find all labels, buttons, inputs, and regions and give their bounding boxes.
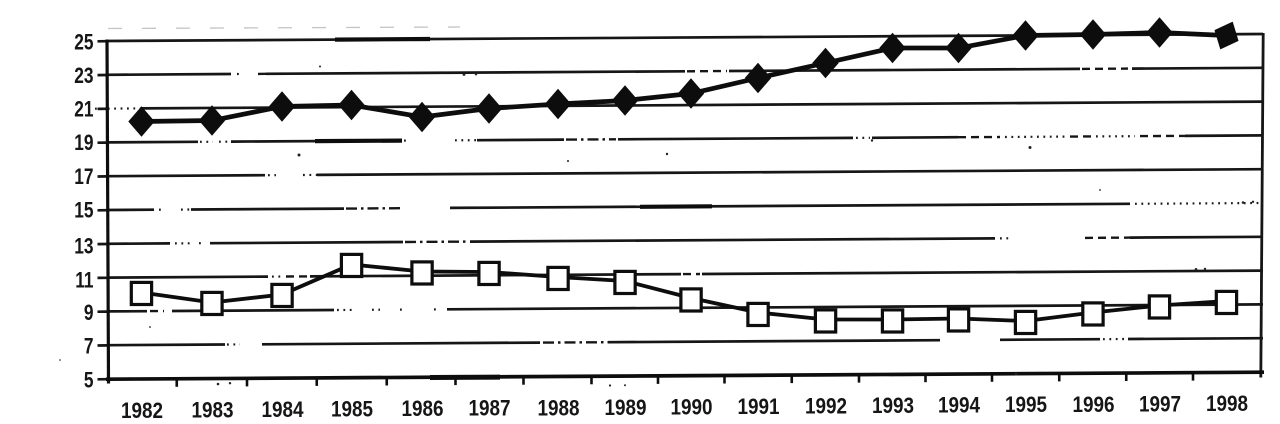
svg-text:23: 23 xyxy=(74,64,93,89)
svg-text:1982: 1982 xyxy=(121,399,163,424)
svg-text:11: 11 xyxy=(75,268,93,293)
svg-text:1994: 1994 xyxy=(938,393,980,418)
svg-text:1997: 1997 xyxy=(1139,392,1181,417)
svg-text:9: 9 xyxy=(84,301,94,326)
svg-text:25: 25 xyxy=(74,30,93,55)
svg-text:15: 15 xyxy=(74,198,93,223)
svg-text:17: 17 xyxy=(74,165,93,190)
svg-text:1983: 1983 xyxy=(191,398,233,423)
svg-text:1993: 1993 xyxy=(872,394,914,419)
svg-text:1991: 1991 xyxy=(737,395,779,420)
svg-text:1984: 1984 xyxy=(261,398,303,423)
svg-text:1996: 1996 xyxy=(1072,392,1114,417)
svg-text:1987: 1987 xyxy=(468,396,510,421)
svg-text:1998: 1998 xyxy=(1206,391,1248,416)
svg-text:21: 21 xyxy=(74,97,93,122)
svg-text:5: 5 xyxy=(84,368,94,393)
svg-text:19: 19 xyxy=(74,131,93,156)
svg-text:1989: 1989 xyxy=(604,395,646,420)
svg-text:1995: 1995 xyxy=(1005,393,1047,418)
svg-text:1985: 1985 xyxy=(331,397,373,422)
svg-text:7: 7 xyxy=(84,334,94,359)
svg-text:13: 13 xyxy=(74,234,93,259)
svg-text:1988: 1988 xyxy=(537,396,579,421)
svg-text:1986: 1986 xyxy=(401,397,443,422)
svg-text:1990: 1990 xyxy=(670,395,712,420)
svg-text:1992: 1992 xyxy=(805,394,847,419)
